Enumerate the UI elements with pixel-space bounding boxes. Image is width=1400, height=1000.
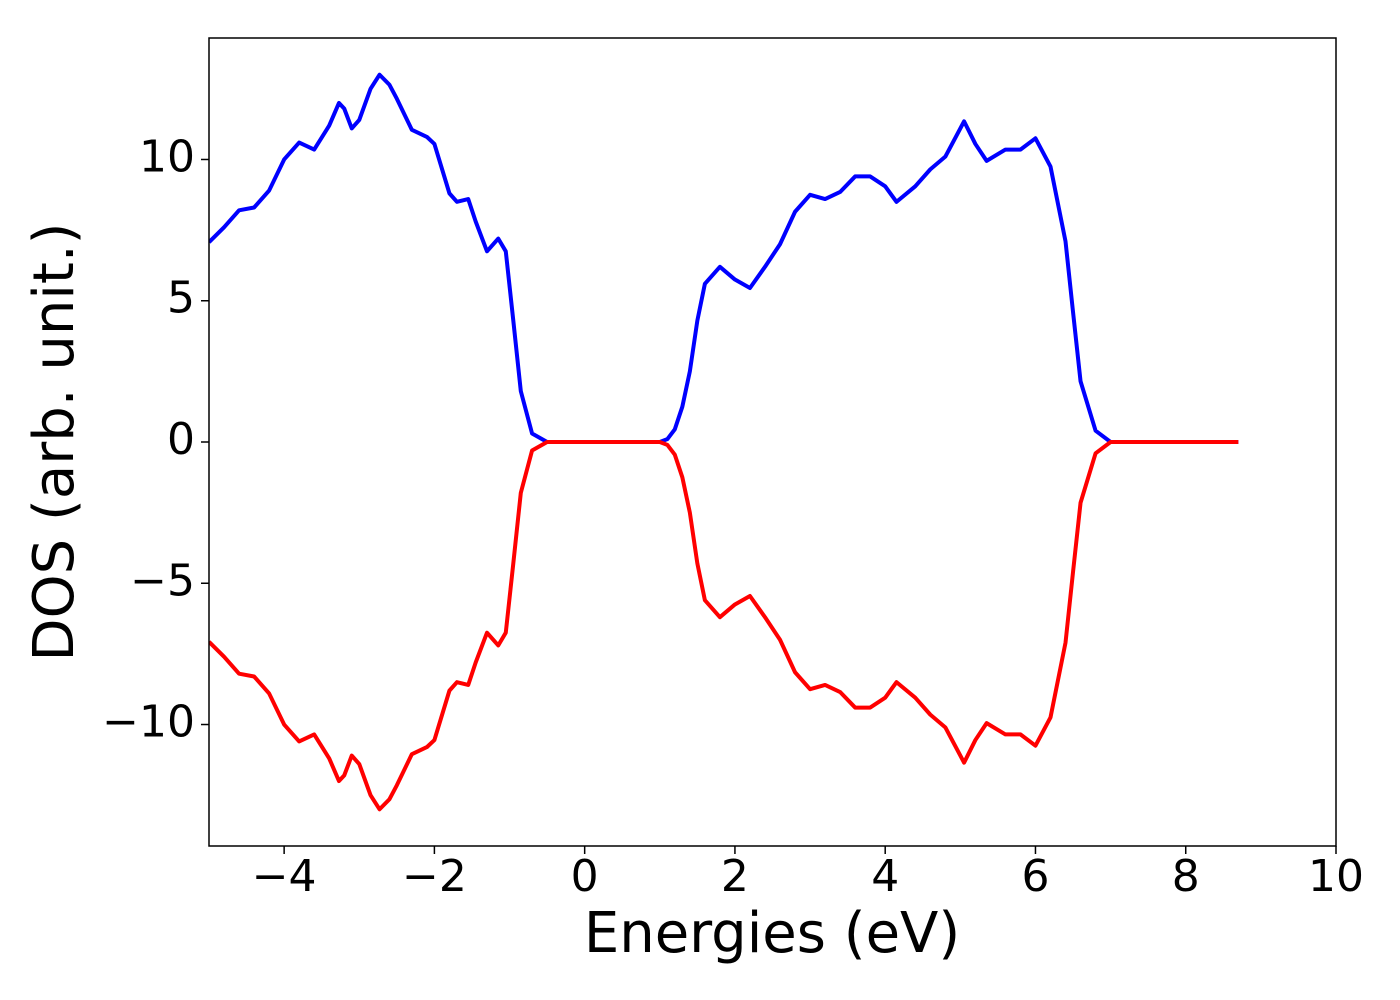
y-tick-label: −10: [102, 697, 195, 748]
y-axis-label: DOS (arb. unit.): [22, 222, 87, 661]
x-tick-label: 0: [571, 851, 599, 902]
plot-frame: [208, 37, 1337, 847]
x-tick-label: 8: [1172, 851, 1200, 902]
x-tick-label: −4: [252, 851, 317, 902]
series-line: [209, 72, 1239, 444]
y-tick-label: 0: [167, 414, 195, 465]
x-tick-label: 10: [1308, 851, 1364, 902]
y-tick-label: 5: [167, 273, 195, 324]
x-tick-label: −2: [402, 851, 467, 902]
y-tick-label: −5: [130, 555, 195, 606]
y-tick-label: 10: [139, 131, 195, 182]
x-tick-label: 2: [721, 851, 749, 902]
series-line: [209, 440, 1239, 812]
x-tick-label: 4: [871, 851, 899, 902]
x-axis-label: Energies (eV): [584, 901, 960, 966]
x-tick-label: 6: [1021, 851, 1049, 902]
